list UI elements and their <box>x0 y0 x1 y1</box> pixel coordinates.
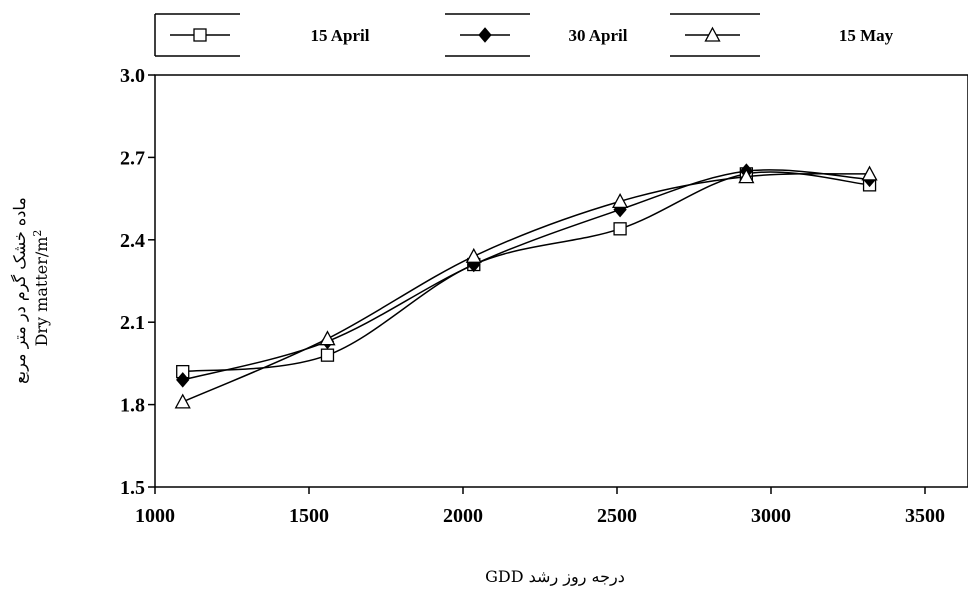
y-tick-label: 1.5 <box>120 477 145 499</box>
x-tick-label: 1500 <box>289 505 329 527</box>
legend-label: 30 April <box>568 26 627 45</box>
plot-area <box>154 74 968 488</box>
series-layer <box>174 163 878 409</box>
legend-item-1: 15 April <box>170 26 370 45</box>
y-axis-title: ماده خشک گرم در متر مربع Dry matter/m2 <box>10 192 51 384</box>
series-line <box>182 171 870 373</box>
series-line <box>182 169 870 381</box>
data-point <box>319 330 336 346</box>
data-point <box>611 192 629 208</box>
y-tick-label: 1.8 <box>120 395 145 417</box>
y-axis-title-en: Dry matter/m <box>32 237 51 347</box>
x-tick-label: 2500 <box>597 505 637 527</box>
data-point <box>704 26 721 42</box>
x-tick-label: 3500 <box>905 505 945 527</box>
legend-item-3: 15 May <box>670 13 894 57</box>
legend: 15 April 30 April 15 May <box>154 13 894 57</box>
series-3 <box>174 165 878 409</box>
legend-label: 15 May <box>839 26 894 45</box>
data-point <box>174 393 191 409</box>
y-axis-title-fa: ماده خشک گرم در متر مربع <box>10 197 29 384</box>
x-tick-label: 2000 <box>443 505 483 527</box>
y-tick-label: 2.4 <box>120 230 145 252</box>
data-point <box>861 165 878 181</box>
y-tick-label: 2.7 <box>120 147 145 169</box>
data-point <box>465 247 482 263</box>
data-point <box>320 348 335 362</box>
data-point <box>193 28 207 42</box>
data-point <box>613 222 627 236</box>
x-tick-label: 1000 <box>135 505 175 527</box>
y-tick-label: 3.0 <box>120 65 145 87</box>
series-line <box>182 172 870 403</box>
x-tick-label: 3000 <box>751 505 791 527</box>
y-tick-label: 2.1 <box>120 312 145 334</box>
x-axis-title: درجه روز رشد GDD <box>485 567 625 586</box>
data-point <box>478 27 492 43</box>
legend-item-2: 30 April <box>445 13 628 57</box>
series-1 <box>176 167 877 379</box>
y-axis-title-sup: 2 <box>31 230 44 237</box>
data-point <box>176 372 190 388</box>
series-2 <box>176 163 877 388</box>
axes: 1.5 1.8 2.1 2.4 2.7 3.0 1000 1500 2000 2500 3000 35… <box>120 65 945 527</box>
legend-label: 15 April <box>310 26 369 45</box>
data-point <box>738 168 755 184</box>
